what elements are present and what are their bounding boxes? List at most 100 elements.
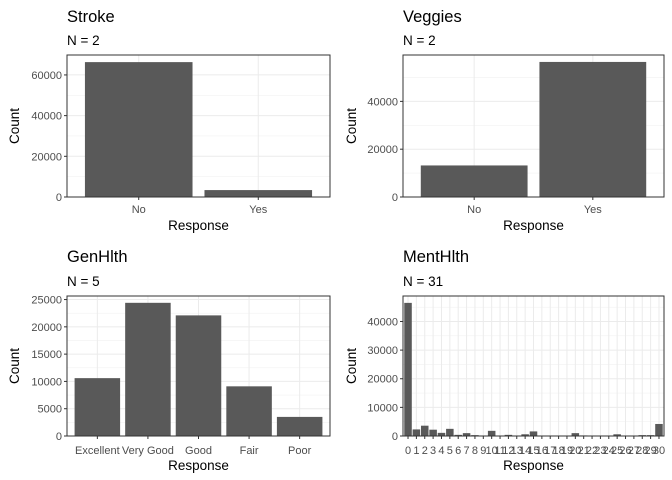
bar-yes bbox=[204, 190, 313, 197]
bar-7 bbox=[462, 433, 471, 436]
x-tick-label: 17 bbox=[544, 445, 556, 457]
x-tick-label: 8 bbox=[472, 445, 478, 457]
x-tick-label: 15 bbox=[527, 445, 539, 457]
chart-subtitle: N = 31 bbox=[403, 274, 443, 289]
x-tick-label: 5 bbox=[447, 445, 453, 457]
panel-border bbox=[66, 54, 331, 198]
x-tick-label: 21 bbox=[578, 445, 590, 457]
x-tick-label: 4 bbox=[438, 445, 444, 457]
bar-20 bbox=[571, 433, 580, 436]
x-tick-label: Yes bbox=[249, 204, 267, 216]
y-tick-label: 10000 bbox=[31, 376, 62, 388]
x-tick-label: No bbox=[467, 204, 481, 216]
bar-30 bbox=[655, 423, 663, 436]
x-tick-label: 24 bbox=[603, 445, 615, 457]
x-tick-label: 29 bbox=[644, 445, 656, 457]
x-tick-label: 16 bbox=[536, 445, 548, 457]
y-tick-label: 20000 bbox=[367, 374, 398, 386]
x-tick-label: No bbox=[132, 204, 146, 216]
chart-subtitle: N = 2 bbox=[67, 33, 100, 48]
x-tick-label: 30 bbox=[653, 445, 665, 457]
bar-12 bbox=[504, 434, 513, 436]
chart-subtitle: N = 5 bbox=[67, 274, 100, 289]
chart-title: MentHlth bbox=[403, 248, 469, 266]
bar-very-good bbox=[125, 302, 171, 436]
y-tick-label: 20000 bbox=[367, 144, 398, 156]
y-tick-label: 0 bbox=[392, 431, 398, 443]
bar-0 bbox=[404, 302, 412, 436]
y-tick-label: 5000 bbox=[38, 404, 62, 416]
y-tick-label: 40000 bbox=[367, 96, 398, 108]
y-tick-label: 10000 bbox=[367, 402, 398, 414]
x-tick-label: 2 bbox=[422, 445, 428, 457]
y-axis-label: Count bbox=[7, 348, 22, 384]
bar-15 bbox=[529, 431, 538, 436]
x-tick-label: 0 bbox=[405, 445, 411, 457]
x-tick-label: 10 bbox=[486, 445, 498, 457]
y-tick-label: 30000 bbox=[367, 345, 398, 357]
chart-panel-genhlth: 0 5000 10000 15000 20000 25000 Excellent Very G… bbox=[7, 248, 331, 473]
x-tick-label: 19 bbox=[561, 445, 573, 457]
x-tick-label: 14 bbox=[519, 445, 531, 457]
y-tick-label: 0 bbox=[56, 431, 62, 443]
y-tick-label: 0 bbox=[56, 192, 62, 204]
y-tick-label: 40000 bbox=[367, 316, 398, 328]
bar-fair bbox=[226, 386, 272, 436]
bar-3 bbox=[429, 429, 437, 436]
x-tick-label: Poor bbox=[288, 445, 312, 457]
x-tick-label: 18 bbox=[552, 445, 564, 457]
bar-good bbox=[175, 315, 222, 436]
x-tick-label: 23 bbox=[594, 445, 606, 457]
chart-panel-veggies: 0 20000 40000 No Yes Veggies N = 2 Response Coun… bbox=[344, 8, 665, 233]
y-tick-label: 20000 bbox=[31, 151, 62, 163]
x-tick-label: 27 bbox=[628, 445, 640, 457]
x-tick-label: Excellent bbox=[75, 445, 120, 457]
x-tick-label: Good bbox=[185, 445, 212, 457]
chart-title: GenHlth bbox=[67, 248, 128, 266]
bar-25 bbox=[613, 434, 621, 436]
bar-5 bbox=[446, 428, 454, 436]
panel-border bbox=[402, 54, 665, 198]
y-tick-label: 15000 bbox=[31, 349, 62, 361]
y-tick-label: 20000 bbox=[31, 322, 62, 334]
x-tick-label: 12 bbox=[502, 445, 514, 457]
y-axis-label: Count bbox=[7, 108, 22, 144]
bar-no bbox=[420, 165, 528, 197]
x-tick-label: 3 bbox=[430, 445, 436, 457]
bar-14 bbox=[521, 434, 529, 436]
x-axis-label: Response bbox=[503, 458, 564, 473]
x-tick-label: 25 bbox=[611, 445, 623, 457]
y-axis-label: Count bbox=[344, 348, 359, 384]
x-tick-label: 9 bbox=[480, 445, 486, 457]
chart-panel-stroke: 0 20000 40000 60000 No Yes Stroke N = 2 Response… bbox=[7, 8, 331, 233]
x-tick-label: 6 bbox=[455, 445, 461, 457]
y-tick-label: 0 bbox=[392, 192, 398, 204]
bar-10 bbox=[487, 430, 496, 436]
x-axis-label: Response bbox=[168, 218, 229, 233]
x-tick-label: 26 bbox=[619, 445, 631, 457]
x-tick-label: Very Good bbox=[122, 445, 174, 457]
bar-1 bbox=[412, 429, 421, 436]
x-axis-label: Response bbox=[168, 458, 229, 473]
x-tick-label: Fair bbox=[240, 445, 259, 457]
bar-6 bbox=[454, 434, 462, 436]
x-tick-label: 13 bbox=[511, 445, 523, 457]
x-tick-label: 7 bbox=[464, 445, 470, 457]
bar-no bbox=[84, 62, 193, 197]
chart-title: Stroke bbox=[67, 8, 115, 26]
x-tick-label: 28 bbox=[636, 445, 648, 457]
bar-poor bbox=[276, 416, 323, 436]
bar-4 bbox=[437, 432, 446, 436]
y-tick-label: 40000 bbox=[31, 111, 62, 123]
chart-subtitle: N = 2 bbox=[403, 33, 436, 48]
bar-excellent bbox=[74, 378, 121, 436]
y-tick-label: 25000 bbox=[31, 295, 62, 307]
x-tick-label: Yes bbox=[584, 204, 602, 216]
x-tick-label: 20 bbox=[569, 445, 581, 457]
y-tick-label: 60000 bbox=[31, 70, 62, 82]
x-axis-label: Response bbox=[503, 218, 564, 233]
bar-2 bbox=[420, 425, 429, 436]
bar-yes bbox=[539, 61, 647, 197]
